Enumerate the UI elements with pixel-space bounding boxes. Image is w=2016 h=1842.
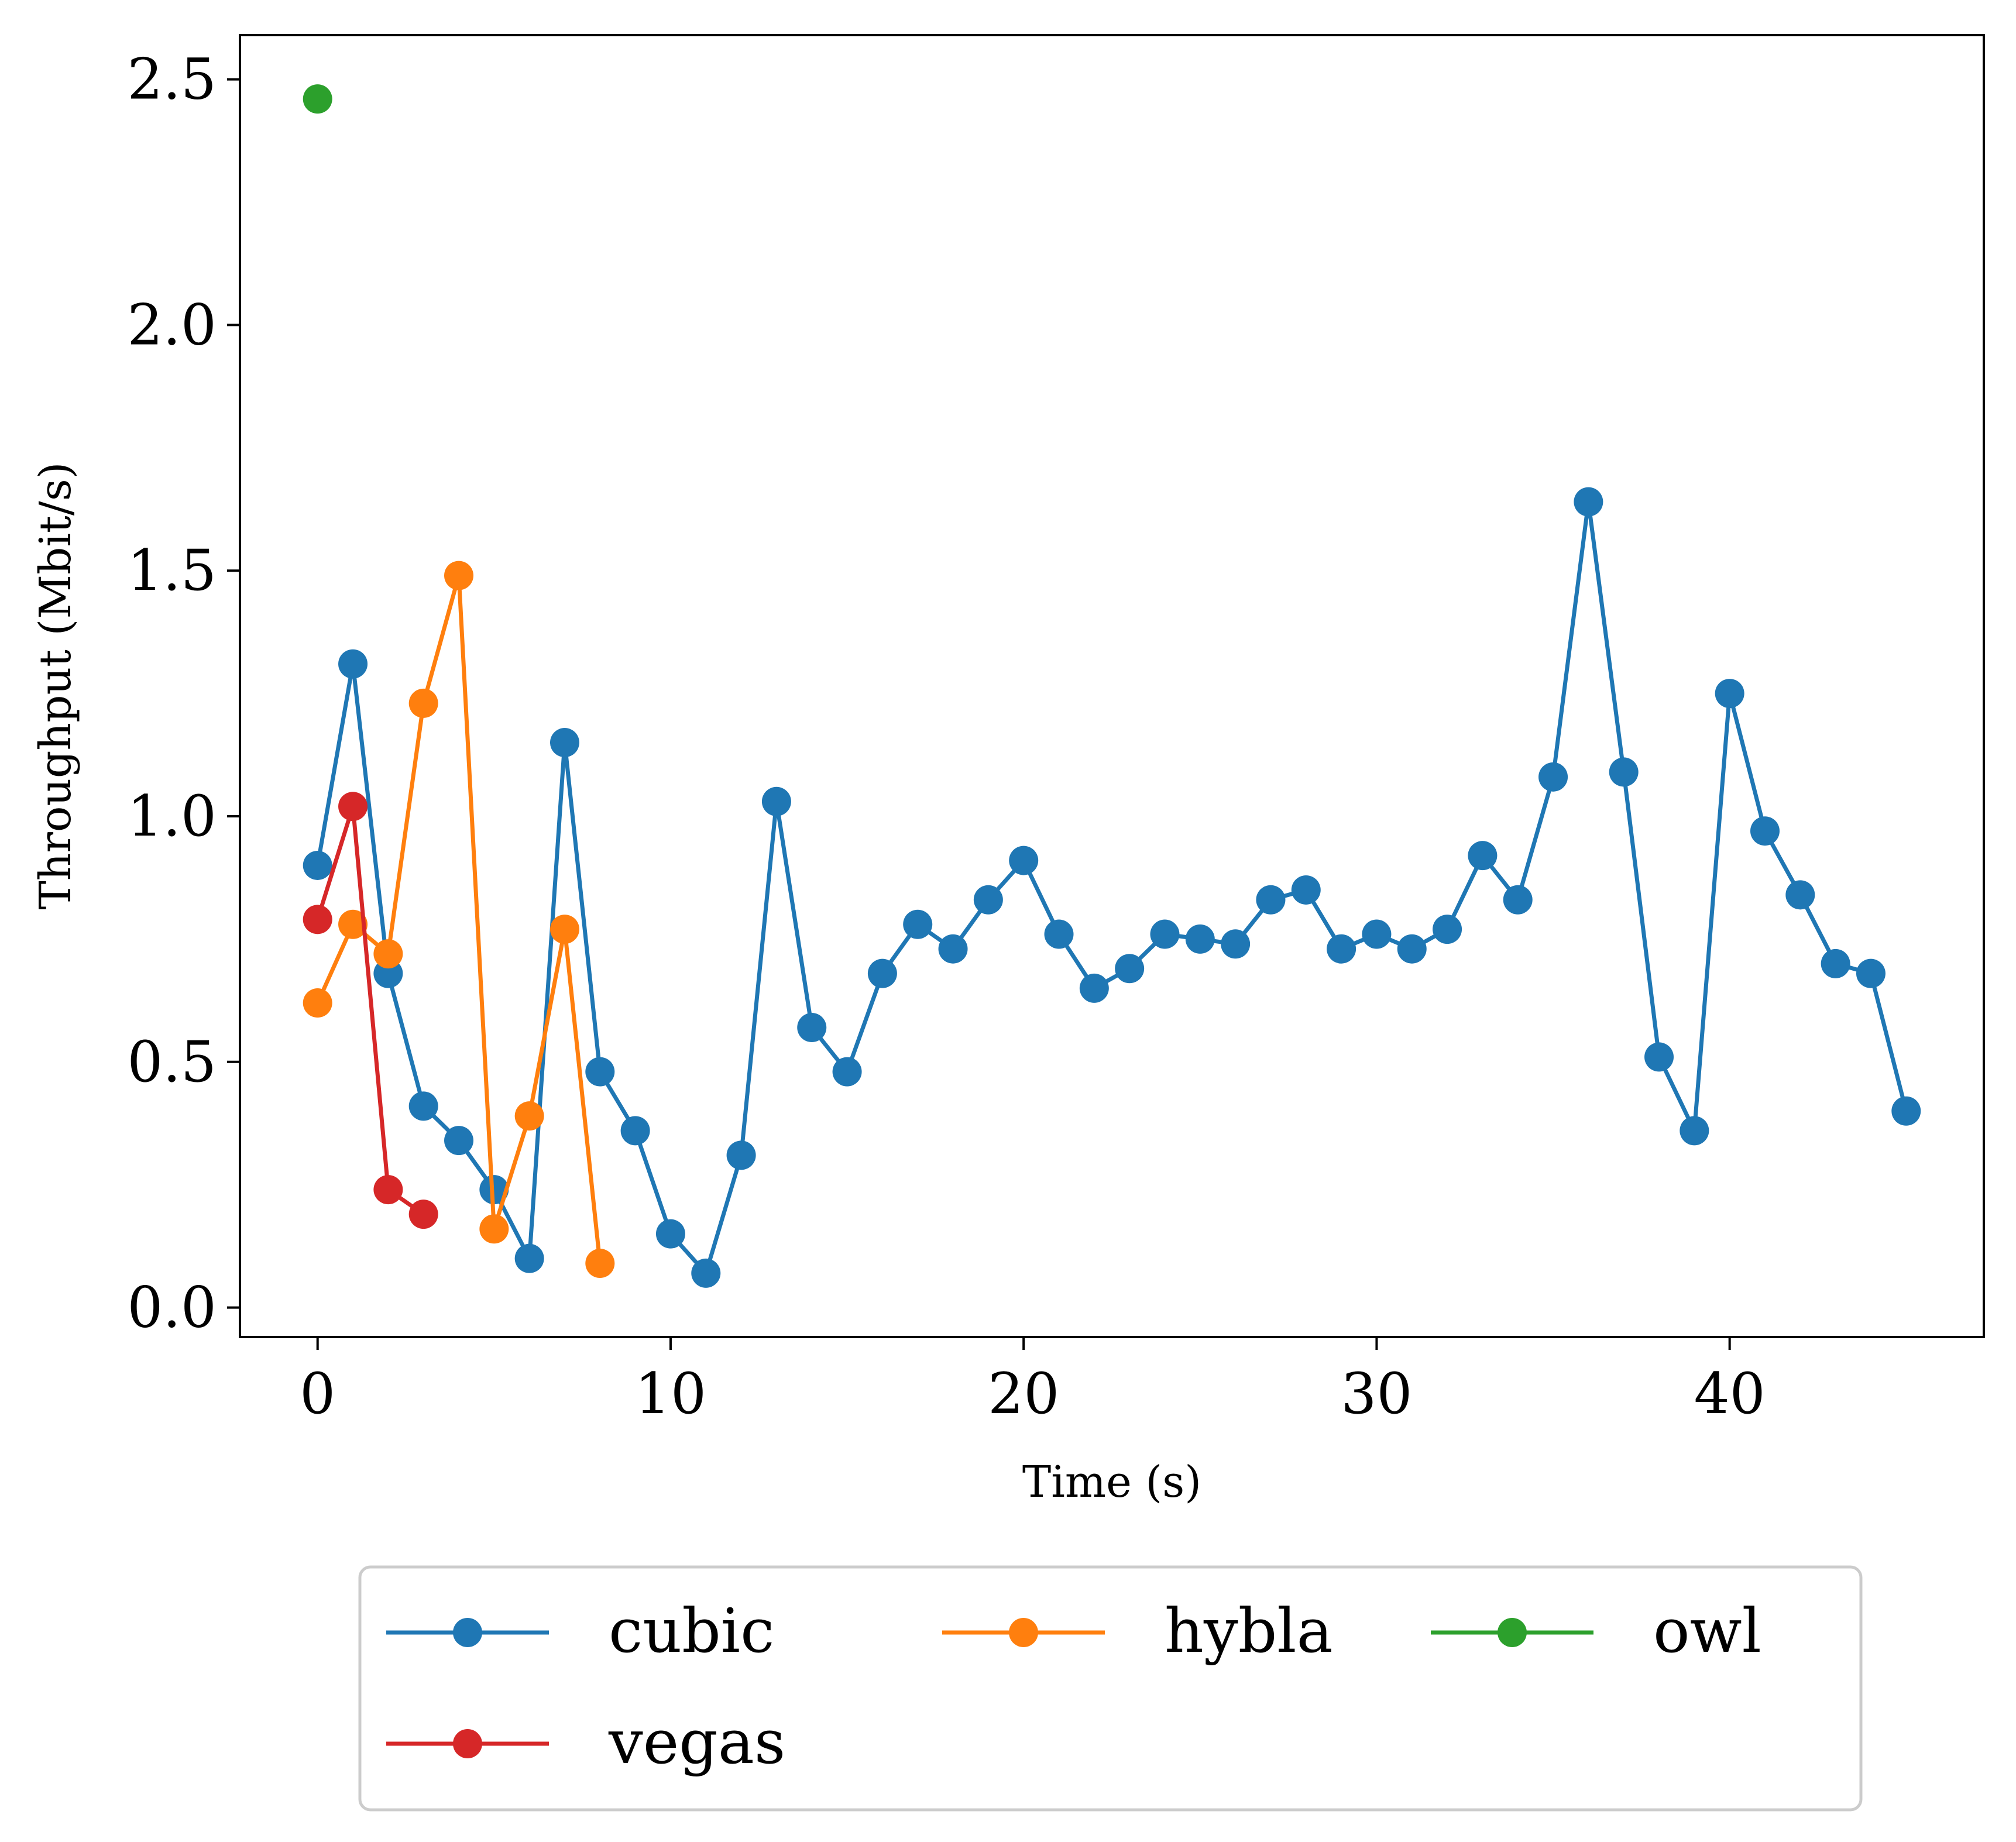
data-point-cubic bbox=[1785, 880, 1815, 910]
data-point-cubic bbox=[973, 885, 1003, 915]
data-point-cubic bbox=[479, 1175, 509, 1205]
data-point-cubic bbox=[1503, 885, 1533, 915]
data-point-cubic bbox=[1856, 958, 1886, 988]
data-point-hybla bbox=[514, 1101, 544, 1131]
data-point-cubic bbox=[1150, 919, 1180, 949]
data-point-vegas bbox=[338, 792, 368, 822]
data-point-cubic bbox=[691, 1258, 721, 1288]
series-vegas bbox=[303, 792, 438, 1229]
data-point-cubic bbox=[1185, 924, 1215, 954]
legend-item-hybla: hybla bbox=[942, 1595, 1333, 1666]
y-axis-label: Throughput (Mbit/s) bbox=[30, 462, 81, 909]
y-tick-label: 2.0 bbox=[127, 292, 217, 358]
legend-label-owl: owl bbox=[1653, 1595, 1761, 1666]
data-point-cubic bbox=[1221, 929, 1251, 959]
x-tick-label: 0 bbox=[300, 1361, 335, 1427]
y-tick-label: 0.5 bbox=[127, 1029, 217, 1095]
data-point-vegas bbox=[303, 905, 332, 934]
data-point-cubic bbox=[1291, 875, 1321, 905]
y-axis: 0.0 0.5 1.0 1.5 2.0 2.5 bbox=[127, 47, 240, 1341]
plot-frame bbox=[239, 34, 1985, 1338]
y-tick-label: 2.5 bbox=[127, 47, 217, 112]
data-point-hybla bbox=[444, 561, 474, 590]
data-point-cubic bbox=[1115, 954, 1145, 984]
y-tick-label: 1.0 bbox=[127, 783, 217, 849]
data-point-cubic bbox=[1680, 1116, 1709, 1146]
legend-marker-hybla bbox=[1009, 1618, 1038, 1647]
data-point-cubic bbox=[1750, 816, 1780, 846]
data-point-hybla bbox=[585, 1249, 615, 1279]
x-axis: 0 10 20 30 40 bbox=[300, 1337, 1766, 1427]
data-point-owl bbox=[303, 84, 332, 114]
legend-label-hybla: hybla bbox=[1165, 1595, 1333, 1666]
data-point-cubic bbox=[1433, 915, 1462, 944]
data-point-hybla bbox=[303, 988, 332, 1018]
data-point-cubic bbox=[832, 1057, 862, 1087]
x-axis-label: Time (s) bbox=[1022, 1457, 1201, 1507]
data-point-cubic bbox=[1468, 841, 1498, 871]
legend-item-vegas: vegas bbox=[386, 1706, 785, 1778]
data-point-hybla bbox=[408, 688, 438, 718]
data-point-cubic bbox=[726, 1140, 756, 1170]
data-point-cubic bbox=[655, 1219, 685, 1249]
legend: cubic hybla owl vegas bbox=[358, 1565, 1863, 1812]
data-point-hybla bbox=[338, 909, 368, 939]
data-point-cubic bbox=[1609, 757, 1639, 787]
data-point-cubic bbox=[1821, 949, 1850, 978]
data-point-cubic bbox=[338, 649, 368, 679]
x-tick-label: 40 bbox=[1694, 1361, 1766, 1427]
data-point-cubic bbox=[938, 934, 968, 964]
data-point-cubic bbox=[620, 1116, 650, 1146]
data-point-cubic bbox=[444, 1126, 474, 1156]
data-point-cubic bbox=[585, 1057, 615, 1087]
series-line-cubic bbox=[315, 500, 1908, 1276]
data-point-cubic bbox=[1715, 679, 1744, 709]
x-tick-label: 20 bbox=[988, 1361, 1059, 1427]
legend-marker-vegas bbox=[453, 1729, 482, 1758]
legend-box bbox=[358, 1565, 1863, 1812]
data-point-cubic bbox=[1327, 934, 1356, 964]
data-point-hybla bbox=[479, 1214, 509, 1244]
data-point-cubic bbox=[1256, 885, 1286, 915]
data-point-cubic bbox=[1044, 919, 1074, 949]
y-tick-label: 0.0 bbox=[127, 1275, 217, 1341]
data-point-cubic bbox=[1079, 973, 1109, 1003]
data-point-cubic bbox=[303, 850, 332, 880]
data-point-cubic bbox=[867, 958, 897, 988]
legend-item-cubic: cubic bbox=[386, 1595, 774, 1666]
x-tick-label: 30 bbox=[1341, 1361, 1412, 1427]
data-point-vegas bbox=[373, 1175, 403, 1205]
data-point-cubic bbox=[903, 909, 933, 939]
legend-item-owl: owl bbox=[1431, 1595, 1761, 1666]
legend-label-vegas: vegas bbox=[608, 1706, 785, 1778]
y-tick-label: 1.5 bbox=[127, 538, 217, 603]
data-point-cubic bbox=[1538, 762, 1568, 792]
data-point-cubic bbox=[797, 1013, 827, 1043]
series-cubic bbox=[303, 487, 1921, 1288]
x-tick-label: 10 bbox=[635, 1361, 706, 1427]
series-line-vegas bbox=[315, 804, 425, 1216]
data-point-vegas bbox=[408, 1200, 438, 1229]
data-point-cubic bbox=[1362, 919, 1392, 949]
data-point-cubic bbox=[549, 728, 579, 758]
legend-marker-owl bbox=[1498, 1618, 1527, 1647]
data-point-hybla bbox=[549, 915, 579, 944]
data-point-cubic bbox=[408, 1091, 438, 1121]
legend-label-cubic: cubic bbox=[609, 1595, 774, 1666]
data-point-cubic bbox=[1574, 487, 1603, 517]
data-point-cubic bbox=[761, 786, 791, 816]
series-layer bbox=[303, 84, 1921, 1288]
data-point-cubic bbox=[1644, 1042, 1674, 1072]
legend-marker-cubic bbox=[453, 1618, 482, 1647]
data-point-cubic bbox=[1009, 846, 1039, 875]
data-point-cubic bbox=[514, 1243, 544, 1273]
data-point-cubic bbox=[1397, 934, 1427, 964]
series-owl bbox=[303, 84, 332, 114]
data-point-cubic bbox=[1891, 1096, 1921, 1126]
data-point-hybla bbox=[373, 939, 403, 969]
